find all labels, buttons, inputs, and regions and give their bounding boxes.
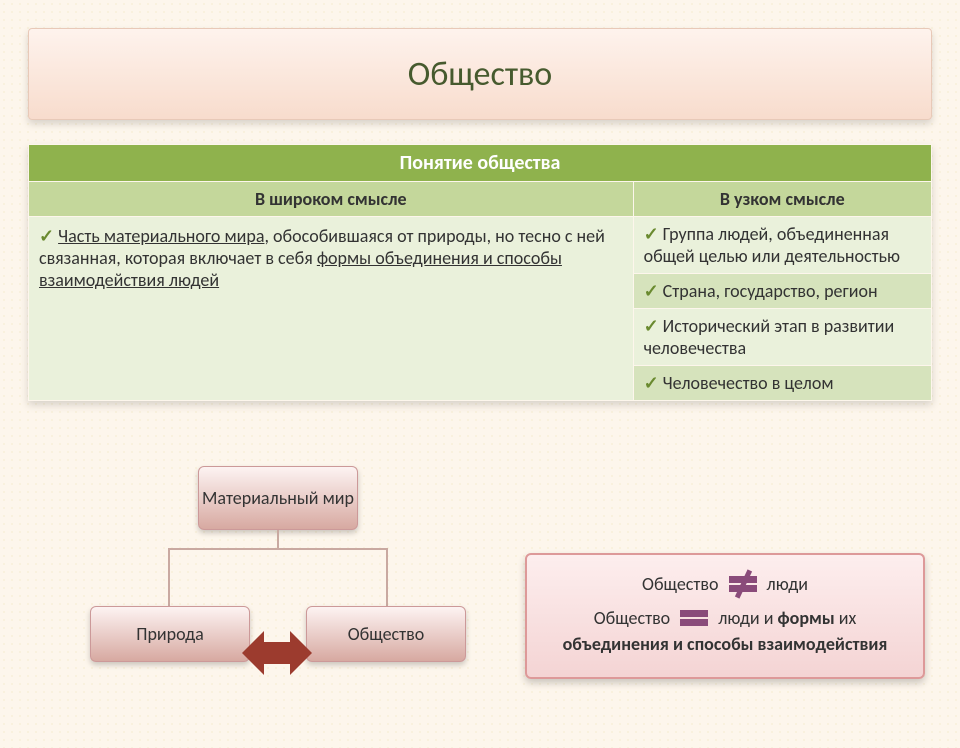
narrow-cell-0: Группа людей, объединенная общей целью и… <box>633 217 931 274</box>
slide-title: Общество <box>28 28 932 120</box>
summary-line1: Общество люди <box>543 573 907 595</box>
col2-header: В узком смысле <box>633 182 931 217</box>
node-left: Природа <box>90 606 250 662</box>
summary-box: Общество люди Общество люди и формы их о… <box>525 553 925 679</box>
concept-table: Понятие общества В широком смысле В узко… <box>28 144 932 401</box>
conn-v2 <box>168 548 170 606</box>
summary-line2: Общество люди и формы их <box>543 607 907 629</box>
hierarchy-diagram: Материальный мир Природа Общество <box>90 466 490 726</box>
narrow-cell-3: Человечество в целом <box>633 366 931 401</box>
double-arrow-icon <box>246 631 308 675</box>
title-text: Общество <box>408 54 552 95</box>
conn-v1 <box>277 530 279 548</box>
wide-cell: Часть материального мира, обособившаяся … <box>29 217 634 401</box>
narrow-cell-1: Страна, государство, регион <box>633 274 931 309</box>
not-equal-icon <box>725 573 761 595</box>
narrow-cell-2: Исторический этап в развитии человечеств… <box>633 309 931 366</box>
conn-v3 <box>386 548 388 606</box>
summary-line3: объединения и способы взаимодействия <box>543 633 907 655</box>
col1-header: В широком смысле <box>29 182 634 217</box>
table-header-main: Понятие общества <box>29 145 932 182</box>
equal-icon <box>676 607 712 629</box>
node-right: Общество <box>306 606 466 662</box>
node-root: Материальный мир <box>198 466 358 530</box>
conn-h <box>168 548 388 550</box>
